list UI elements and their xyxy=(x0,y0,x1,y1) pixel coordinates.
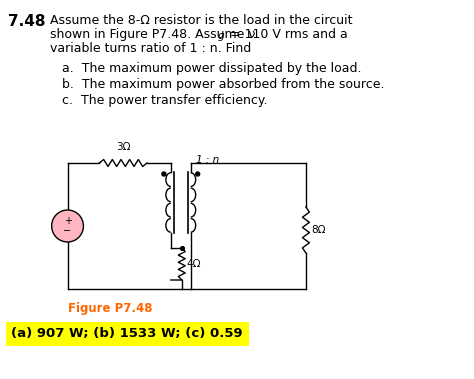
Circle shape xyxy=(162,172,166,176)
Text: −: − xyxy=(64,226,72,236)
Text: variable turns ratio of 1 : n. Find: variable turns ratio of 1 : n. Find xyxy=(50,42,251,55)
Text: = 110 V rms and a: = 110 V rms and a xyxy=(227,28,348,41)
Text: shown in Figure P7.48. Assume ν: shown in Figure P7.48. Assume ν xyxy=(50,28,255,41)
Text: g: g xyxy=(218,31,224,41)
Text: g: g xyxy=(60,227,65,235)
Text: 7.48: 7.48 xyxy=(8,14,46,29)
Text: 8Ω: 8Ω xyxy=(311,225,325,235)
Text: 3Ω: 3Ω xyxy=(116,142,130,152)
Text: ν: ν xyxy=(55,221,62,231)
FancyBboxPatch shape xyxy=(6,322,249,346)
Text: (a) 907 W; (b) 1533 W; (c) 0.59: (a) 907 W; (b) 1533 W; (c) 0.59 xyxy=(11,327,243,340)
Text: Assume the 8-Ω resistor is the load in the circuit: Assume the 8-Ω resistor is the load in t… xyxy=(50,14,352,27)
Circle shape xyxy=(196,172,200,176)
Circle shape xyxy=(52,210,83,242)
Text: Figure P7.48: Figure P7.48 xyxy=(67,302,152,315)
Text: a.  The maximum power dissipated by the load.: a. The maximum power dissipated by the l… xyxy=(62,62,361,75)
Text: b.  The maximum power absorbed from the source.: b. The maximum power absorbed from the s… xyxy=(62,78,384,91)
Text: c.  The power transfer efficiency.: c. The power transfer efficiency. xyxy=(62,94,267,107)
Text: 4Ω: 4Ω xyxy=(187,259,201,269)
Text: +: + xyxy=(64,216,72,226)
Text: 1 : n: 1 : n xyxy=(196,155,219,165)
